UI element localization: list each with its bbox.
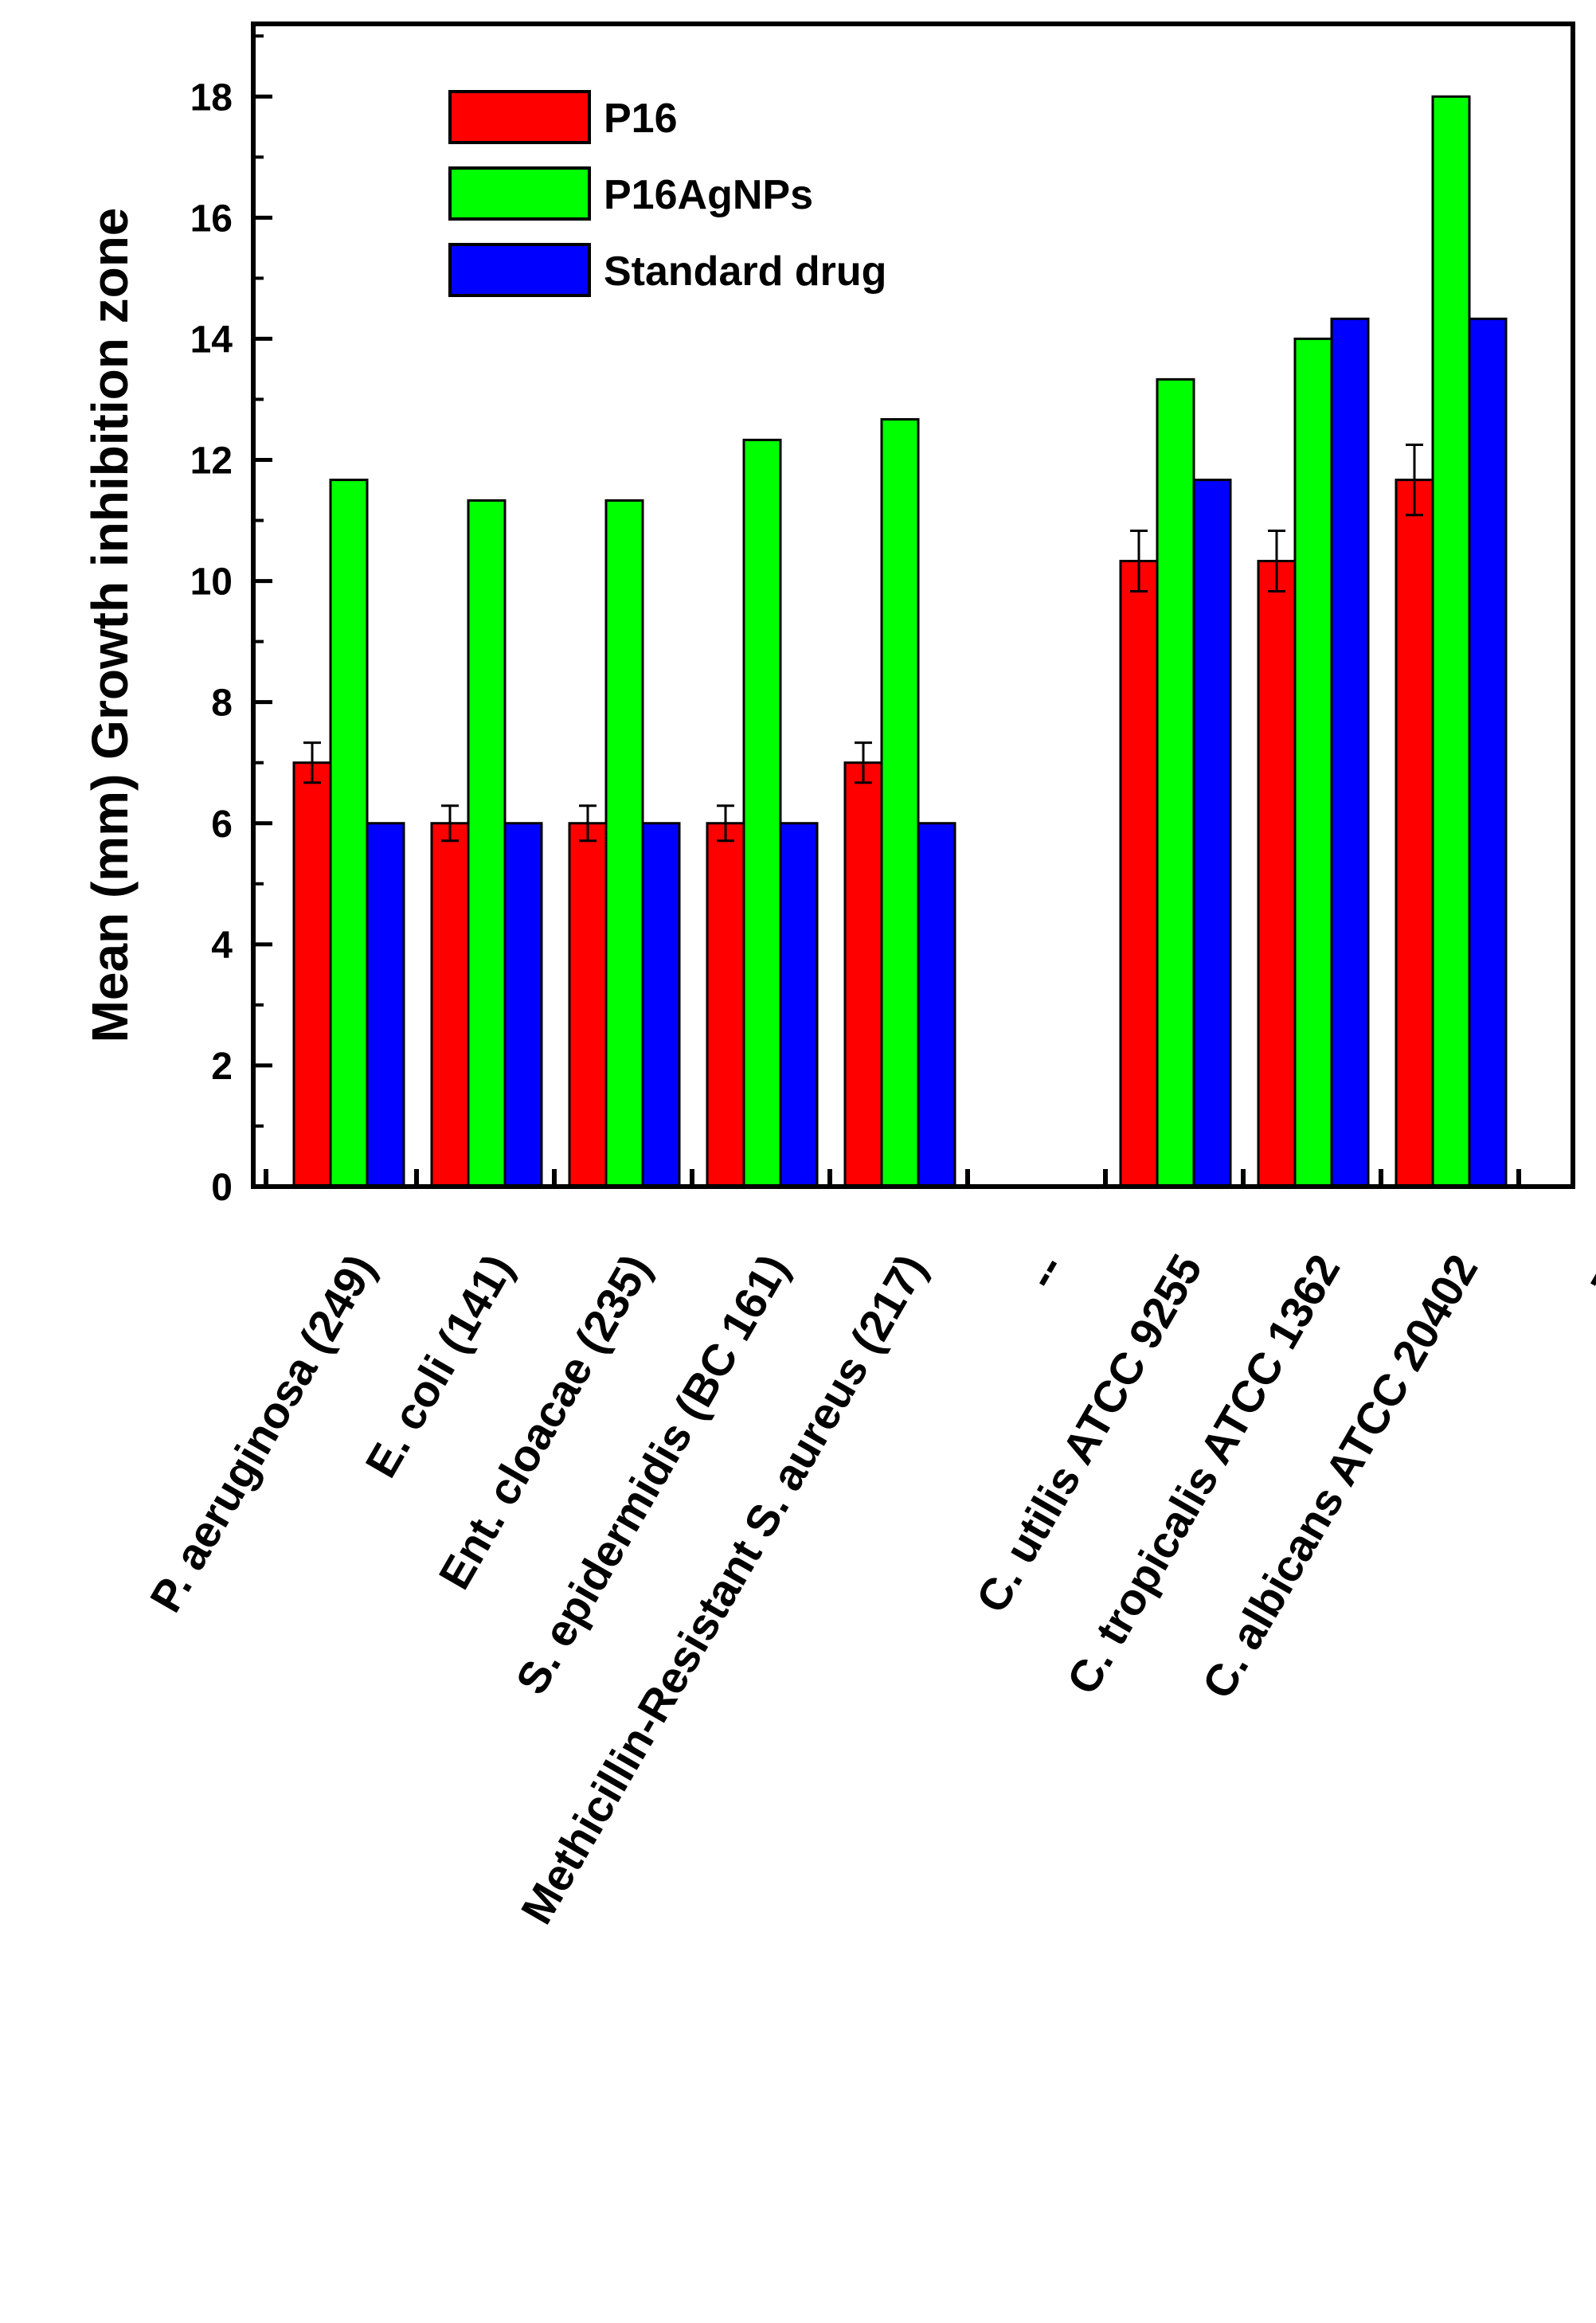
y-tick-label-2: 2 (211, 1046, 233, 1088)
bar-p16-1 (292, 761, 332, 1188)
bar-p16agnps-8 (1293, 337, 1333, 1188)
bar-p16agnps-2 (467, 499, 507, 1188)
bar-standard-drug-3 (641, 822, 681, 1188)
y-tick-label-14: 14 (190, 319, 233, 361)
y-tick-label-6: 6 (211, 804, 233, 846)
bar-standard-drug-9 (1468, 317, 1508, 1188)
bar-p16agnps-1 (329, 479, 369, 1188)
bar-standard-drug-1 (366, 822, 405, 1188)
bar-standard-drug-7 (1192, 479, 1232, 1188)
y-axis-title: Mean (mm) Growth inhibition zone (81, 208, 139, 1043)
bar-p16agnps-3 (604, 499, 644, 1188)
legend-label-standard-drug: Standard drug (604, 248, 886, 295)
plot-frame (251, 22, 1575, 1189)
x-axis-ticks (264, 1169, 1521, 1187)
bar-standard-drug-5 (917, 822, 956, 1188)
bar-p16-3 (568, 822, 608, 1188)
legend-swatch-p16agnps (448, 166, 591, 221)
bar-p16-2 (430, 822, 470, 1188)
y-tick-label-4: 4 (211, 925, 233, 967)
legend-label-p16: P16 (604, 96, 678, 142)
y-tick-label-18: 18 (190, 76, 233, 119)
bar-p16-4 (706, 822, 745, 1188)
legend-swatch-standard-drug (448, 243, 591, 297)
y-tick-label-16: 16 (190, 197, 233, 240)
bar-p16agnps-4 (742, 438, 782, 1188)
legend-swatch-p16 (448, 90, 591, 144)
y-tick-label-10: 10 (190, 561, 233, 604)
y-axis-ticks: 0 2 4 6 8 10 12 14 16 18 (190, 34, 272, 1209)
legend-label-p16agnps: P16AgNPs (604, 172, 813, 218)
bar-standard-drug-2 (503, 822, 543, 1188)
bar-layer (292, 95, 1508, 1188)
y-tick-label-12: 12 (190, 440, 233, 483)
bar-p16agnps-7 (1156, 377, 1195, 1188)
y-tick-label-0: 0 (211, 1167, 233, 1209)
bar-p16-7 (1119, 559, 1159, 1188)
error-bar-layer (303, 443, 1423, 843)
bar-p16-5 (843, 761, 883, 1188)
bar-p16agnps-9 (1431, 95, 1471, 1188)
legend: P16 P16AgNPs Standard drug (448, 90, 886, 297)
bar-p16-8 (1257, 559, 1297, 1188)
bar-p16-9 (1395, 479, 1434, 1188)
y-tick-label-8: 8 (211, 682, 233, 725)
bar-standard-drug-4 (779, 822, 819, 1188)
bar-p16agnps-5 (880, 418, 920, 1188)
bar-standard-drug-8 (1330, 317, 1370, 1188)
